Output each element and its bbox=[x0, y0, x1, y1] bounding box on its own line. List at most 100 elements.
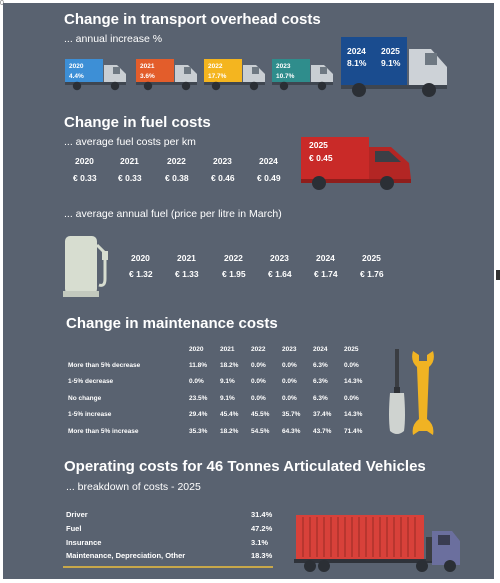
screwdriver-icon bbox=[389, 349, 405, 434]
maintenance-cell: 64.3% bbox=[282, 428, 301, 435]
truck-cargo bbox=[272, 59, 310, 82]
fuel-km-year: 2021 bbox=[120, 156, 139, 166]
operating-row-label: Insurance bbox=[66, 538, 102, 547]
truck-cargo bbox=[136, 59, 174, 82]
maintenance-cell: 0.0% bbox=[251, 395, 266, 402]
maintenance-cell: 0.0% bbox=[282, 395, 297, 402]
small-truck-2023: 2023 10.7% bbox=[272, 57, 337, 97]
fuel-van: 2025 € 0.45 bbox=[299, 133, 417, 200]
fuel-title: Change in fuel costs bbox=[64, 114, 211, 131]
maintenance-cell: 23.5% bbox=[189, 395, 208, 402]
fuel-litre-year: 2022 bbox=[224, 253, 243, 263]
maintenance-year-header: 2023 bbox=[282, 346, 297, 353]
van-body bbox=[301, 137, 369, 179]
wrench-icon bbox=[412, 351, 434, 435]
van-year: 2025 bbox=[309, 140, 328, 150]
truck-icon: 2022 17.7% bbox=[204, 59, 265, 91]
maintenance-year-header: 2021 bbox=[220, 346, 235, 353]
maintenance-row-label: 1-5% increase bbox=[68, 411, 112, 418]
maintenance-year-header: 2022 bbox=[251, 346, 266, 353]
truck-year: 2022 bbox=[208, 63, 223, 70]
truck-wheel bbox=[304, 560, 316, 572]
maintenance-cell: 54.5% bbox=[251, 428, 270, 435]
transport-title: Change in transport overhead costs bbox=[64, 11, 321, 28]
fuel-pump-icon bbox=[63, 236, 108, 297]
truck-cargo bbox=[65, 59, 103, 82]
fuel-km-value: € 0.38 bbox=[165, 173, 189, 183]
truck-wheel bbox=[110, 81, 120, 91]
fuel-km-year: 2024 bbox=[259, 156, 278, 166]
fuel-litre-value: € 1.76 bbox=[360, 269, 384, 279]
fuel-km-year: 2022 bbox=[167, 156, 186, 166]
van-value: € 0.45 bbox=[309, 153, 333, 163]
truck-wheel bbox=[72, 81, 82, 91]
maintenance-cell: 6.3% bbox=[313, 362, 328, 369]
truck-year: 2021 bbox=[140, 63, 155, 70]
pump-body bbox=[65, 236, 97, 294]
maintenance-cell: 0.0% bbox=[251, 378, 266, 385]
wrench bbox=[408, 347, 438, 444]
container-ribs bbox=[302, 517, 416, 557]
fuel-litre-year: 2025 bbox=[362, 253, 381, 263]
maintenance-cell: 0.0% bbox=[282, 362, 297, 369]
truck-value: 3.6% bbox=[140, 73, 155, 80]
truck-icon: 2021 3.6% bbox=[136, 59, 197, 91]
truck-wheel bbox=[416, 560, 428, 572]
articulated-truck-icon bbox=[294, 515, 460, 572]
transport-subtitle: ... annual increase % bbox=[64, 33, 163, 45]
maintenance-cell: 0.0% bbox=[189, 378, 204, 385]
maintenance-cell: 14.3% bbox=[344, 378, 363, 385]
maintenance-cell: 0.0% bbox=[344, 395, 359, 402]
maintenance-cell: 45.5% bbox=[251, 411, 270, 418]
truck-wheel bbox=[143, 81, 153, 91]
truck-year: 2020 bbox=[69, 63, 84, 70]
truck-icon: 2020 4.4% bbox=[65, 59, 126, 91]
truck-wheel bbox=[318, 560, 330, 572]
operating-title: Operating costs for 46 Tonnes Articulate… bbox=[64, 458, 426, 475]
truck-icon: 2024 8.1% 2025 9.1% bbox=[341, 37, 447, 97]
truck-wheel bbox=[181, 81, 191, 91]
maintenance-cell: 9.1% bbox=[220, 395, 235, 402]
container-body bbox=[296, 515, 424, 559]
truck-wheel bbox=[352, 83, 366, 97]
truck-cab bbox=[243, 65, 265, 84]
maintenance-cell: 0.0% bbox=[344, 362, 359, 369]
truck-wheel bbox=[249, 81, 259, 91]
truck-wheel bbox=[279, 81, 289, 91]
small-truck-2021: 2021 3.6% bbox=[136, 57, 201, 97]
truck-wheel bbox=[444, 560, 456, 572]
maintenance-cell: 18.2% bbox=[220, 428, 239, 435]
infographic-panel: Change in transport overhead costs ... a… bbox=[3, 3, 494, 579]
operating-row-label: Driver bbox=[66, 510, 88, 519]
truck-window bbox=[184, 67, 191, 74]
operating-row-label: Maintenance, Depreciation, Other bbox=[66, 551, 186, 560]
truck-window bbox=[320, 67, 327, 74]
maintenance-cell: 6.3% bbox=[313, 395, 328, 402]
truck-wheel bbox=[422, 83, 436, 97]
operating-row-label: Fuel bbox=[66, 524, 82, 533]
maintenance-year-header: 2024 bbox=[313, 346, 328, 353]
fuel-km-value: € 0.33 bbox=[118, 173, 142, 183]
maintenance-row-label: More than 5% decrease bbox=[68, 362, 141, 369]
truck-year: 2024 bbox=[347, 46, 366, 56]
truck-cargo bbox=[204, 59, 242, 82]
edge-marker bbox=[496, 270, 500, 280]
fuel-litre-year: 2023 bbox=[270, 253, 289, 263]
truck-wheel bbox=[211, 81, 221, 91]
screwdriver-ferrule bbox=[394, 387, 400, 393]
maintenance-cell: 71.4% bbox=[344, 428, 363, 435]
small-truck-2022: 2022 17.7% bbox=[204, 57, 269, 97]
fuel-litre-year: 2024 bbox=[316, 253, 335, 263]
big-truck: 2024 8.1% 2025 9.1% bbox=[341, 35, 453, 104]
maintenance-cell: 11.8% bbox=[189, 362, 208, 369]
truck-wheel bbox=[317, 81, 327, 91]
truck-value: 10.7% bbox=[276, 73, 295, 80]
truck-chassis bbox=[272, 82, 333, 85]
wrench-body bbox=[412, 351, 434, 435]
truck-cab bbox=[311, 65, 333, 84]
truck-window bbox=[113, 67, 120, 74]
maintenance-cell: 0.0% bbox=[251, 362, 266, 369]
maintenance-cell: 9.1% bbox=[220, 378, 235, 385]
maintenance-row-label: 1-5% decrease bbox=[68, 378, 114, 385]
fuel-litre-value: € 1.95 bbox=[222, 269, 246, 279]
